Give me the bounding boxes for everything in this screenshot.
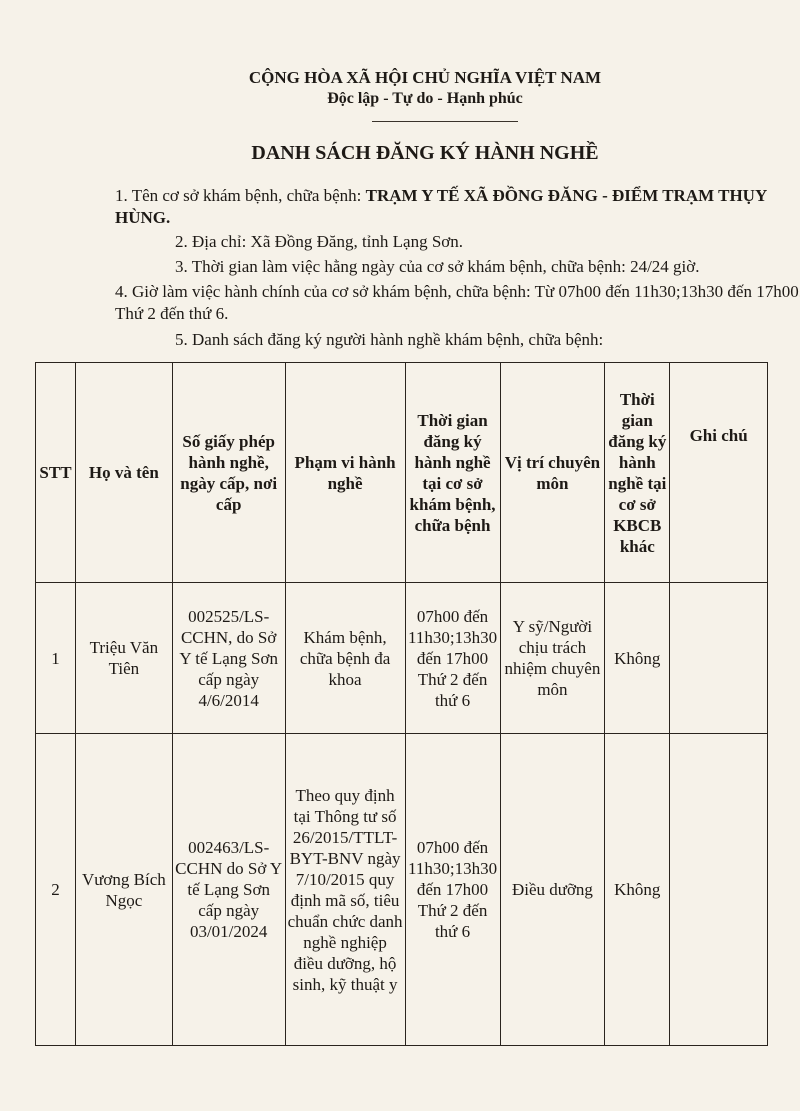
facility-name: TRẠM Y TẾ XÃ ĐỒNG ĐĂNG - ĐIỂM TRẠM THỤY … — [115, 186, 767, 227]
cell: Không — [604, 733, 671, 1046]
national-title: CỘNG HÒA XÃ HỘI CHỦ NGHĨA VIỆT NAM — [248, 68, 602, 87]
header-cell: STT — [35, 362, 76, 583]
cell: Theo quy định tại Thông tư số 26/2015/TT… — [284, 733, 406, 1046]
header-cell: Số giấy phép hành nghề, ngày cấp, nơi cấ… — [171, 362, 286, 583]
item-2: 2. Địa chỉ: Xã Đồng Đăng, tỉnh Lạng Sơn. — [175, 232, 464, 251]
cell: 07h00 đến 11h30;13h30 đến 17h00 Thứ 2 đế… — [404, 582, 501, 734]
cell: 07h00 đến 11h30;13h30 đến 17h00 Thứ 2 đế… — [404, 733, 501, 1046]
table-header: STT Họ và tên Số giấy phép hành nghề, ng… — [35, 362, 768, 583]
divider — [372, 121, 518, 122]
document-title: DANH SÁCH ĐĂNG KÝ HÀNH NGHỀ — [251, 142, 599, 164]
cell: Khám bệnh, chữa bệnh đa khoa — [284, 582, 406, 734]
table-row: 1 Triệu Văn Tiên 002525/LS-CCHN, do Sở Y… — [35, 582, 768, 734]
header-cell: Ghi chú — [669, 362, 768, 583]
cell: Điều dưỡng — [499, 733, 606, 1046]
item-5: 5. Danh sách đăng ký người hành nghề khá… — [175, 330, 604, 349]
header-cell: Họ và tên — [74, 362, 173, 583]
item-1: 1. Tên cơ sở khám bệnh, chữa bệnh: TRẠM … — [55, 185, 800, 229]
cell — [669, 733, 768, 1046]
header-cell: Thời gian đăng ký hành nghề tại cơ sở kh… — [404, 362, 501, 583]
cell: 1 — [35, 582, 76, 734]
practitioner-table: STT Họ và tên Số giấy phép hành nghề, ng… — [35, 362, 768, 1046]
cell: Y sỹ/Người chịu trách nhiệm chuyên môn — [499, 582, 606, 734]
header-cell: Vị trí chuyên môn — [499, 362, 606, 583]
cell: 002525/LS-CCHN, do Sở Y tế Lạng Sơn cấp … — [171, 582, 286, 734]
header-cell: Thời gian đăng ký hành nghề tại cơ sở KB… — [604, 362, 671, 583]
header-cell: Phạm vi hành nghề — [284, 362, 406, 583]
cell: Vương Bích Ngọc — [74, 733, 173, 1046]
cell: 002463/LS-CCHN do Sở Y tế Lạng Sơn cấp n… — [171, 733, 286, 1046]
national-motto: Độc lập - Tự do - Hạnh phúc — [327, 90, 523, 107]
cell — [669, 582, 768, 734]
item-4: 4. Giờ làm việc hành chính của cơ sở khá… — [115, 282, 800, 323]
table-row: 2 Vương Bích Ngọc 002463/LS-CCHN do Sở Y… — [35, 733, 768, 1046]
cell: Triệu Văn Tiên — [74, 582, 173, 734]
cell: Không — [604, 582, 671, 734]
cell: 2 — [35, 733, 76, 1046]
item-1-label: 1. Tên cơ sở khám bệnh, chữa bệnh: — [115, 186, 366, 205]
item-3: 3. Thời gian làm việc hằng ngày của cơ s… — [175, 257, 700, 276]
